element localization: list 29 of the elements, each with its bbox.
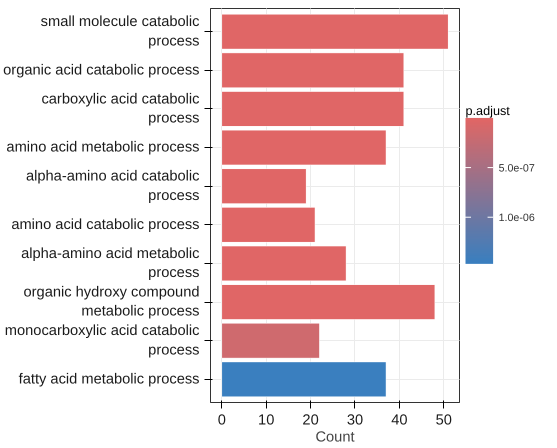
bar: [222, 207, 316, 242]
y-tick-label: amino acid metabolic process: [6, 140, 200, 156]
y-tick-label: carboxylic acid catabolic process: [41, 91, 200, 127]
x-tick-label: 40: [391, 412, 408, 428]
bar: [222, 130, 386, 166]
y-tick-label: fatty acid metabolic process: [18, 371, 200, 388]
x-tick-label: 30: [346, 412, 364, 428]
bar: [222, 284, 436, 320]
x-tick-label: 0: [218, 412, 226, 428]
bar: [222, 246, 346, 282]
bar: [222, 323, 320, 358]
color-bar-label: 1.0e-06: [498, 212, 535, 224]
y-tick-label: monocarboxylic acid catabolic process: [4, 323, 200, 358]
bar: [222, 362, 386, 397]
y-tick-label: organic acid catabolic process: [3, 62, 200, 78]
color-bar-title: p.adjust: [466, 104, 510, 118]
y-tick-label: small molecule catabolic process: [40, 14, 200, 50]
y-tick-label: alpha-amino acid catabolic process: [26, 168, 200, 204]
bar: [222, 168, 306, 204]
bar: [222, 14, 448, 50]
bar: [222, 52, 404, 88]
color-bar-label: 5.0e-07: [498, 162, 535, 175]
x-tick-label: 10: [258, 412, 274, 428]
y-tick-label: amino acid catabolic process: [11, 216, 200, 233]
x-tick-label: 20: [302, 412, 319, 428]
x-tick-label: 50: [436, 412, 452, 428]
y-tick-label: organic hydroxy compound metabolic process: [24, 284, 200, 320]
bar: [222, 91, 404, 127]
x-axis-title: Count: [315, 430, 355, 446]
